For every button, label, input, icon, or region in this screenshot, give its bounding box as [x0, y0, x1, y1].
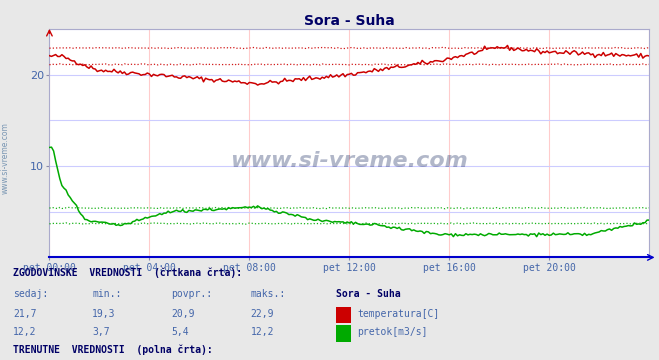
Text: 5,4: 5,4 — [171, 327, 189, 337]
Text: povpr.:: povpr.: — [171, 289, 212, 299]
Bar — [336, 325, 351, 342]
Text: 19,3: 19,3 — [92, 309, 116, 319]
Text: 12,2: 12,2 — [250, 327, 274, 337]
Text: 12,2: 12,2 — [13, 327, 37, 337]
Text: ZGODOVINSKE  VREDNOSTI  (črtkana črta):: ZGODOVINSKE VREDNOSTI (črtkana črta): — [13, 268, 243, 278]
Text: TRENUTNE  VREDNOSTI  (polna črta):: TRENUTNE VREDNOSTI (polna črta): — [13, 344, 213, 355]
Title: Sora - Suha: Sora - Suha — [304, 14, 395, 28]
Text: Sora - Suha: Sora - Suha — [336, 289, 401, 299]
Text: 20,9: 20,9 — [171, 309, 195, 319]
Text: temperatura[C]: temperatura[C] — [357, 309, 440, 319]
Text: 22,9: 22,9 — [250, 309, 274, 319]
Text: 3,7: 3,7 — [92, 327, 110, 337]
Bar — [336, 306, 351, 323]
Text: maks.:: maks.: — [250, 289, 285, 299]
Text: sedaj:: sedaj: — [13, 289, 48, 299]
Text: 21,7: 21,7 — [13, 309, 37, 319]
Text: pretok[m3/s]: pretok[m3/s] — [357, 327, 428, 337]
Text: www.si-vreme.com: www.si-vreme.com — [231, 152, 468, 171]
Text: min.:: min.: — [92, 289, 122, 299]
Text: www.si-vreme.com: www.si-vreme.com — [1, 122, 10, 194]
